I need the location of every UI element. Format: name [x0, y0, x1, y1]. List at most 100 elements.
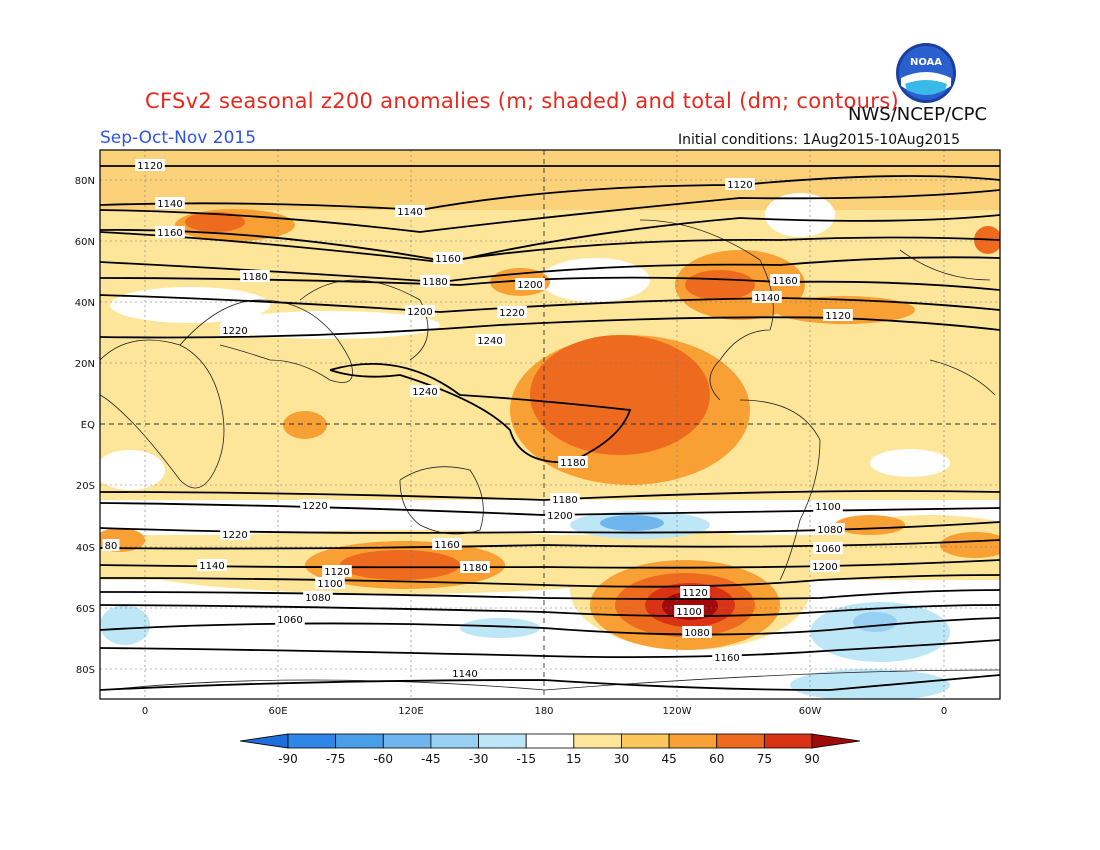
coastline-africa	[100, 339, 225, 489]
lat-tick-label: 20N	[75, 359, 95, 370]
colorbar-segment	[525, 733, 575, 749]
contour-label: 1200	[407, 307, 432, 318]
contour-label: 1120	[137, 161, 162, 172]
anomaly-red-orange	[185, 212, 245, 232]
contour-label-bg	[725, 178, 755, 190]
contour-label-bg	[220, 324, 250, 336]
lat-tick-label: EQ	[81, 420, 95, 431]
contour-label: 1240	[412, 387, 437, 398]
anomaly-red-orange	[530, 335, 710, 455]
contour-label: 1140	[452, 669, 477, 680]
contour-line	[100, 604, 1000, 617]
contour-label: 1180	[552, 495, 577, 506]
contour-label: 1220	[499, 308, 524, 319]
colorbar-label: -75	[326, 752, 346, 766]
lon-tick-label: 120W	[663, 706, 692, 717]
coastline-antarctica	[104, 669, 1000, 691]
contour-label: 1120	[324, 567, 349, 578]
colorbar-segment	[716, 733, 765, 749]
anomaly-blue	[600, 515, 664, 531]
contour-label-bg	[432, 538, 462, 550]
colorbar-segment	[430, 733, 479, 749]
contour-label-bg	[275, 613, 305, 625]
contour-label-bg	[810, 560, 840, 572]
contour-label: 80	[105, 541, 118, 552]
contour-line	[100, 674, 1000, 691]
contour-line	[100, 165, 1000, 168]
plot-frame	[99, 149, 1001, 700]
contour-label: 1180	[422, 277, 447, 288]
contour-label: 1140	[199, 561, 224, 572]
contour-label-bg	[155, 226, 185, 238]
colorbar-label: 45	[661, 752, 676, 766]
contour-label-bg	[197, 559, 227, 571]
contour-label: 1120	[682, 588, 707, 599]
coastline-south-america	[739, 399, 821, 581]
colorbar: -90 -75 -60 -45 -30 -15 15 30 45 60 75 90	[239, 733, 861, 766]
contour-label-bg	[823, 309, 853, 321]
colorbar-segment	[287, 733, 337, 749]
contour-label: 1160	[772, 276, 797, 287]
contour-label-bg	[813, 500, 843, 512]
lon-tick-label: 60E	[268, 706, 287, 717]
contour-label-bg	[475, 334, 505, 346]
colorbar-segment	[478, 733, 527, 749]
anomaly-orange	[283, 411, 327, 439]
contour-labels: 1120 1140 1160 1180 1200 1220 1240 1220 1200 1180…	[102, 159, 853, 680]
contour-label: 1160	[434, 540, 459, 551]
contour-label-bg	[322, 565, 352, 577]
colorbar-label: 15	[566, 752, 581, 766]
coastline-europe	[899, 249, 991, 281]
colorbar-label: 30	[614, 752, 629, 766]
logo-text: NOAA	[910, 57, 942, 68]
colorbar-label: -45	[421, 752, 441, 766]
contour-label: 1140	[754, 293, 779, 304]
colorbar-segment	[668, 733, 718, 749]
contour-label: 1060	[277, 615, 302, 626]
contour-label-bg	[682, 626, 712, 638]
contour-label-bg	[515, 278, 545, 290]
anomaly-light-blue	[100, 605, 150, 645]
season-label: Sep-Oct-Nov 2015	[100, 128, 257, 148]
lat-tick-label: 40N	[75, 298, 95, 309]
chart-title: CFSv2 seasonal z200 anomalies (m; shaded…	[145, 89, 899, 113]
colorbar-label: -60	[373, 752, 393, 766]
contour-label: 1100	[815, 502, 840, 513]
contour-label-bg	[135, 159, 165, 171]
contour-label-bg	[433, 252, 463, 264]
coastlines	[100, 219, 1000, 691]
contour-label-bg	[558, 456, 588, 468]
anomaly-orange	[940, 532, 1000, 558]
contour-label: 1160	[435, 254, 460, 265]
contour-label-bg	[712, 651, 742, 663]
contour-label-bg	[240, 270, 270, 282]
contour-label-bg	[220, 528, 250, 540]
plot-area: 1120 1140 1160 1180 1200 1220 1240 1220 1200 1180…	[100, 150, 1000, 699]
contour-label-bg	[770, 274, 800, 286]
contour-label: 1140	[397, 207, 422, 218]
lon-tick-label: 120E	[398, 706, 423, 717]
contour-label-bg	[752, 291, 782, 303]
contour-line	[100, 574, 1000, 588]
colorbar-label: 90	[804, 752, 819, 766]
contour-label-bg	[300, 499, 330, 511]
contour-label: 1220	[222, 326, 247, 337]
contour-label: 1220	[222, 530, 247, 541]
lat-tick-label: 20S	[76, 481, 95, 492]
anomaly-light-blue	[460, 618, 540, 638]
colorbar-segment	[621, 733, 670, 749]
contour-line	[100, 502, 1000, 516]
colorbar-segment	[573, 733, 622, 749]
colorbar-label: -90	[278, 752, 298, 766]
lat-tick-label: 40S	[76, 543, 95, 554]
anomaly-light-blue	[810, 602, 950, 662]
contour-label-bg	[813, 542, 843, 554]
contour-label: 1200	[517, 280, 542, 291]
initial-conditions-label: Initial conditions: 1Aug2015-10Aug2015	[678, 132, 961, 148]
contour-label: 1100	[317, 579, 342, 590]
contour-line	[100, 316, 1000, 339]
colorbar-segment	[763, 733, 813, 749]
contour-line	[100, 175, 1000, 211]
anomaly-white	[540, 258, 650, 302]
lat-tick-label: 80N	[75, 176, 95, 187]
